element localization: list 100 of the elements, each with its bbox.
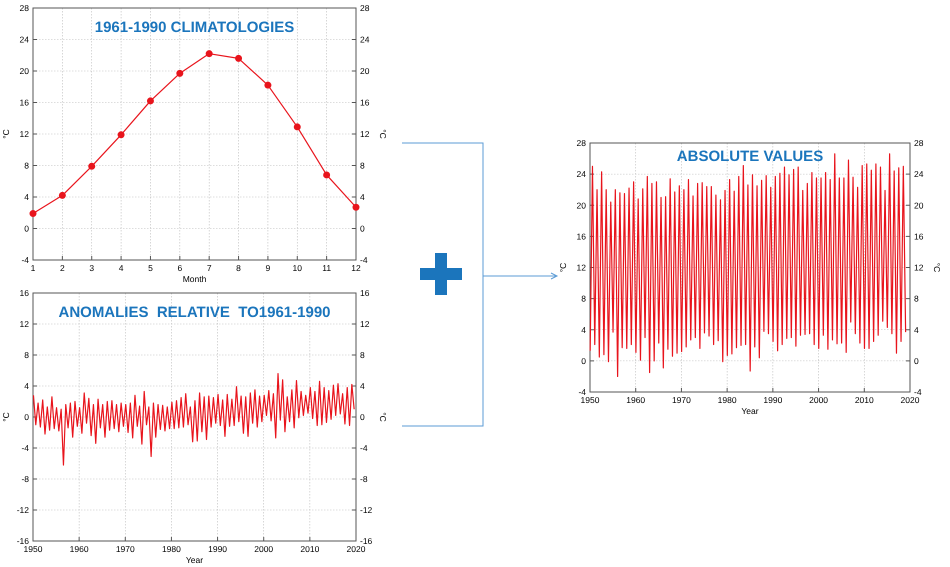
y2-tick-label: 24	[360, 34, 370, 44]
x-tick-label: 9	[266, 263, 271, 273]
y2-tick-label: 8	[914, 294, 919, 304]
y-tick-label: 24	[576, 169, 586, 180]
y-tick-label: 20	[20, 66, 30, 76]
y2-tick-label: 28	[360, 3, 370, 13]
y2-tick-label: 12	[360, 319, 370, 329]
x-tick-label: 7	[206, 263, 212, 273]
x-tick-label: 2010	[300, 544, 320, 554]
y2-tick-label: -16	[360, 536, 373, 546]
x-tick-label: 1980	[718, 395, 737, 405]
x-tick-label: 1950	[580, 395, 600, 405]
x-tick-label: 1	[30, 263, 36, 273]
y-tick-label: -12	[16, 505, 30, 515]
x-tick-label: 1950	[24, 544, 43, 554]
point	[146, 97, 154, 104]
y-axis-title: °C	[1, 129, 11, 139]
y-tick-label: -4	[21, 443, 30, 453]
y2-axis-title: °C	[378, 412, 388, 422]
x-axis-title: Year	[186, 555, 204, 565]
x-tick-label: 1990	[208, 544, 228, 554]
x-tick-label: 2000	[254, 544, 274, 554]
x-tick-label: 10	[292, 263, 302, 273]
y-tick-label: 0	[24, 224, 30, 234]
x-tick-label: 11	[322, 263, 332, 273]
y2-axis-title: °C	[378, 129, 388, 139]
x-tick-label: 1980	[162, 544, 182, 554]
y-tick-label: -4	[578, 387, 586, 397]
x-tick-label: 2010	[854, 395, 874, 405]
x-tick-label: 4	[118, 263, 124, 273]
point	[176, 70, 184, 77]
x-tick-label: 3	[89, 263, 94, 273]
point	[206, 50, 213, 58]
y2-tick-label: -4	[360, 255, 368, 265]
point	[352, 204, 360, 211]
text: ANOMALIES RELATIVE TO1961-1990	[58, 304, 331, 321]
y-tick-label: 12	[20, 129, 30, 139]
point	[323, 171, 330, 178]
point	[30, 210, 36, 218]
x-tick-label: 1960	[626, 395, 646, 405]
y-tick-label: 24	[20, 34, 30, 44]
y2-tick-label: 16	[914, 231, 924, 242]
line-series	[32, 373, 355, 466]
point	[118, 131, 125, 138]
y-tick-label: -16	[16, 536, 30, 546]
point	[294, 123, 301, 130]
x-tick-label: 1970	[672, 395, 692, 405]
y2-tick-label: 20	[360, 66, 370, 76]
y-tick-label: 8	[581, 294, 586, 304]
y2-tick-label: 4	[914, 324, 919, 335]
x-tick-label: 2020	[346, 544, 366, 554]
x-tick-label: 2020	[900, 395, 920, 405]
y2-tick-label: 20	[914, 200, 924, 210]
y2-tick-label: 12	[360, 129, 370, 139]
x-tick-label: 5	[148, 263, 154, 273]
y-tick-label: 4	[24, 192, 30, 202]
y-tick-label: 28	[576, 138, 586, 148]
point	[264, 82, 272, 89]
y-tick-label: 0	[581, 356, 586, 366]
x-tick-label: 2000	[809, 395, 828, 405]
y2-tick-label: 16	[360, 98, 370, 108]
point	[235, 54, 242, 62]
y2-tick-label: 8	[360, 160, 365, 170]
y2-tick-label: 0	[360, 224, 365, 234]
y2-tick-label: 24	[914, 169, 924, 180]
y2-tick-label: 4	[360, 381, 365, 391]
x-axis-title: Month	[182, 274, 207, 284]
point	[88, 162, 96, 170]
x-axis-title: Year	[741, 406, 759, 416]
x-tick-label: 6	[177, 263, 182, 273]
y-tick-label: 4	[24, 381, 30, 391]
y-axis-title: °C	[1, 412, 11, 422]
y-tick-label: -8	[21, 474, 30, 484]
y2-tick-label: 0	[914, 356, 919, 366]
y-tick-label: 8	[24, 160, 30, 170]
x-tick-label: 1960	[70, 544, 89, 554]
y2-axis-title: °C	[932, 262, 942, 272]
x-tick-label: 1970	[116, 544, 136, 554]
y-tick-label: 16	[20, 288, 30, 298]
x-tick-label: 1990	[763, 395, 783, 405]
y-tick-label: 20	[576, 200, 586, 210]
y2-tick-label: 0	[360, 412, 365, 422]
y-axis-title: °C	[558, 262, 568, 272]
y2-tick-label: 4	[360, 192, 365, 202]
text: 1961-1990 CLIMATOLOGIES	[94, 19, 294, 36]
x-tick-label: 8	[236, 263, 242, 273]
y2-tick-label: -8	[360, 474, 368, 484]
x-tick-label: 2	[60, 263, 65, 273]
y2-tick-label: 16	[360, 288, 370, 298]
y-tick-label: 16	[576, 231, 586, 242]
point	[58, 192, 66, 199]
y-tick-label: -4	[21, 255, 30, 265]
y-tick-label: 28	[20, 3, 30, 13]
y2-tick-label: 8	[360, 350, 365, 360]
x-tick-label: 12	[351, 263, 361, 273]
y-tick-label: 12	[20, 319, 30, 329]
y-tick-label: 8	[24, 350, 30, 360]
y-tick-label: 0	[24, 412, 30, 422]
y-tick-label: 16	[20, 98, 30, 108]
y2-tick-label: -12	[360, 505, 373, 515]
